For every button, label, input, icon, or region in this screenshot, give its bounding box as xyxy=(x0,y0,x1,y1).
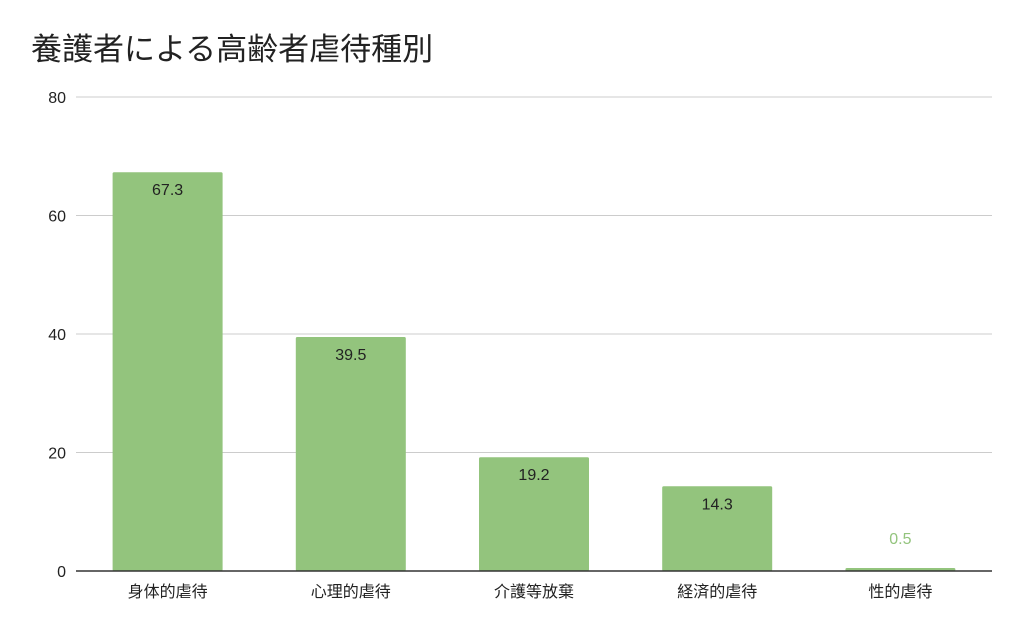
data-labels: 67.3 39.5 19.2 14.3 0.5 xyxy=(152,182,912,548)
x-category-label: 経済的虐待 xyxy=(677,582,757,601)
y-tick-label: 80 xyxy=(48,90,66,107)
bar xyxy=(112,172,223,571)
y-axis-ticks: 0 20 40 60 80 xyxy=(48,90,66,581)
bar xyxy=(295,336,406,571)
y-tick-label: 0 xyxy=(57,564,66,581)
data-label: 67.3 xyxy=(152,182,183,199)
data-label: 19.2 xyxy=(518,467,549,484)
x-category-label: 性的虐待 xyxy=(868,582,932,601)
data-label: 0.5 xyxy=(889,531,911,548)
data-label: 14.3 xyxy=(702,496,733,513)
data-label: 39.5 xyxy=(335,347,366,364)
y-tick-label: 20 xyxy=(48,446,66,463)
x-category-label: 身体的虐待 xyxy=(128,582,208,601)
bars xyxy=(112,172,956,571)
gridlines xyxy=(76,96,992,453)
bar xyxy=(662,486,773,571)
chart-title: 養護者による高齢者虐待種別 xyxy=(31,32,434,68)
x-category-label: 介護等放棄 xyxy=(494,582,574,601)
x-category-label: 心理的虐待 xyxy=(311,582,391,601)
y-tick-label: 60 xyxy=(48,209,66,226)
x-axis-categories: 身体的虐待 心理的虐待 介護等放棄 経済的虐待 性的虐待 xyxy=(128,582,933,601)
bar xyxy=(479,457,589,571)
y-tick-label: 40 xyxy=(48,327,66,344)
